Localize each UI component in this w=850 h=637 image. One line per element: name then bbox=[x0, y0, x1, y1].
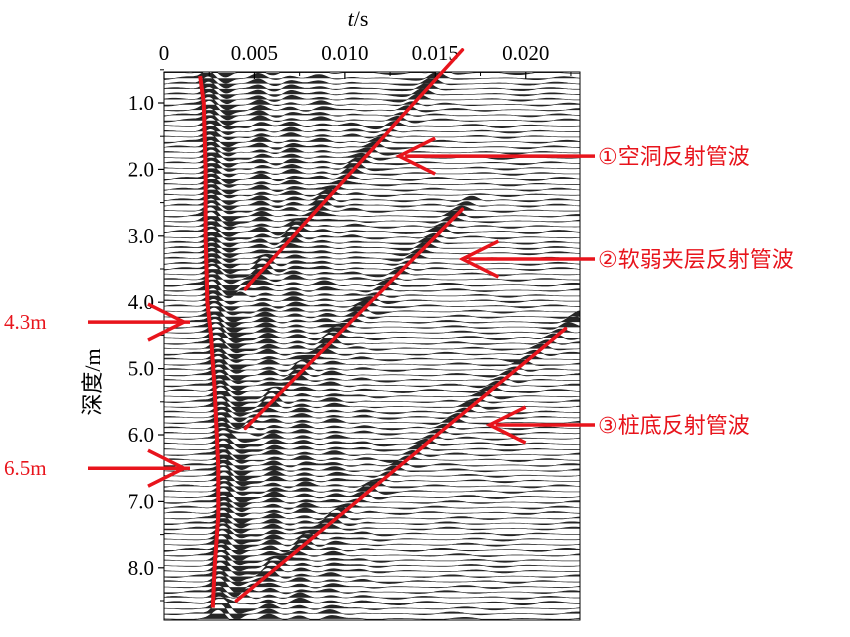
y-tick-label-7: 8.0 bbox=[128, 556, 154, 580]
depth-arrow-1 bbox=[88, 302, 190, 342]
direct-wave-line bbox=[198, 75, 221, 608]
annotation-label-2: ②软弱夹层反射管波 bbox=[598, 248, 794, 273]
reflection-line-2 bbox=[243, 207, 465, 431]
plot-frame bbox=[163, 71, 581, 621]
annotation-arrow-2 bbox=[458, 239, 595, 279]
x-tick-label-0: 0 bbox=[159, 41, 170, 65]
y-tick-label-5: 6.0 bbox=[128, 423, 154, 447]
x-tick-label-4: 0.020 bbox=[502, 41, 549, 65]
y-axis: 1.0 2.0 3.0 4.0 5.0 6.0 7.0 8.0 bbox=[128, 69, 164, 602]
annotation-arrow-1 bbox=[395, 136, 595, 176]
annotation-label-1: ①空洞反射管波 bbox=[598, 145, 750, 170]
y-tick-label-4: 5.0 bbox=[128, 357, 154, 381]
depth-arrow-2 bbox=[88, 448, 190, 488]
y-tick-label-0: 1.0 bbox=[128, 91, 154, 115]
x-tick-label-1: 0.005 bbox=[231, 41, 278, 65]
depth-marker-label-1: 4.3m bbox=[4, 310, 47, 334]
x-axis-title: t/s bbox=[348, 6, 369, 31]
reflection-line-3 bbox=[234, 327, 568, 603]
x-tick-label-2: 0.010 bbox=[321, 41, 368, 65]
y-tick-label-6: 7.0 bbox=[128, 489, 154, 513]
y-tick-label-1: 2.0 bbox=[128, 157, 154, 181]
interpretation-overlays bbox=[198, 48, 568, 608]
y-tick-label-2: 3.0 bbox=[128, 224, 154, 248]
wiggle-fill bbox=[164, 72, 580, 620]
annotation-arrow-3 bbox=[485, 405, 595, 445]
y-axis-title: 深度/m bbox=[80, 348, 105, 415]
annotations: ①空洞反射管波 ②软弱夹层反射管波 ③桩底反射管波 4.3m 6.5m bbox=[4, 136, 794, 488]
x-axis: 0 0.005 0.010 0.015 0.020 bbox=[159, 41, 572, 79]
annotation-label-3: ③桩底反射管波 bbox=[598, 414, 750, 439]
depth-marker-label-2: 6.5m bbox=[4, 456, 47, 480]
reflection-line-1 bbox=[243, 48, 465, 291]
y-tick-label-3: 4.0 bbox=[128, 290, 154, 314]
